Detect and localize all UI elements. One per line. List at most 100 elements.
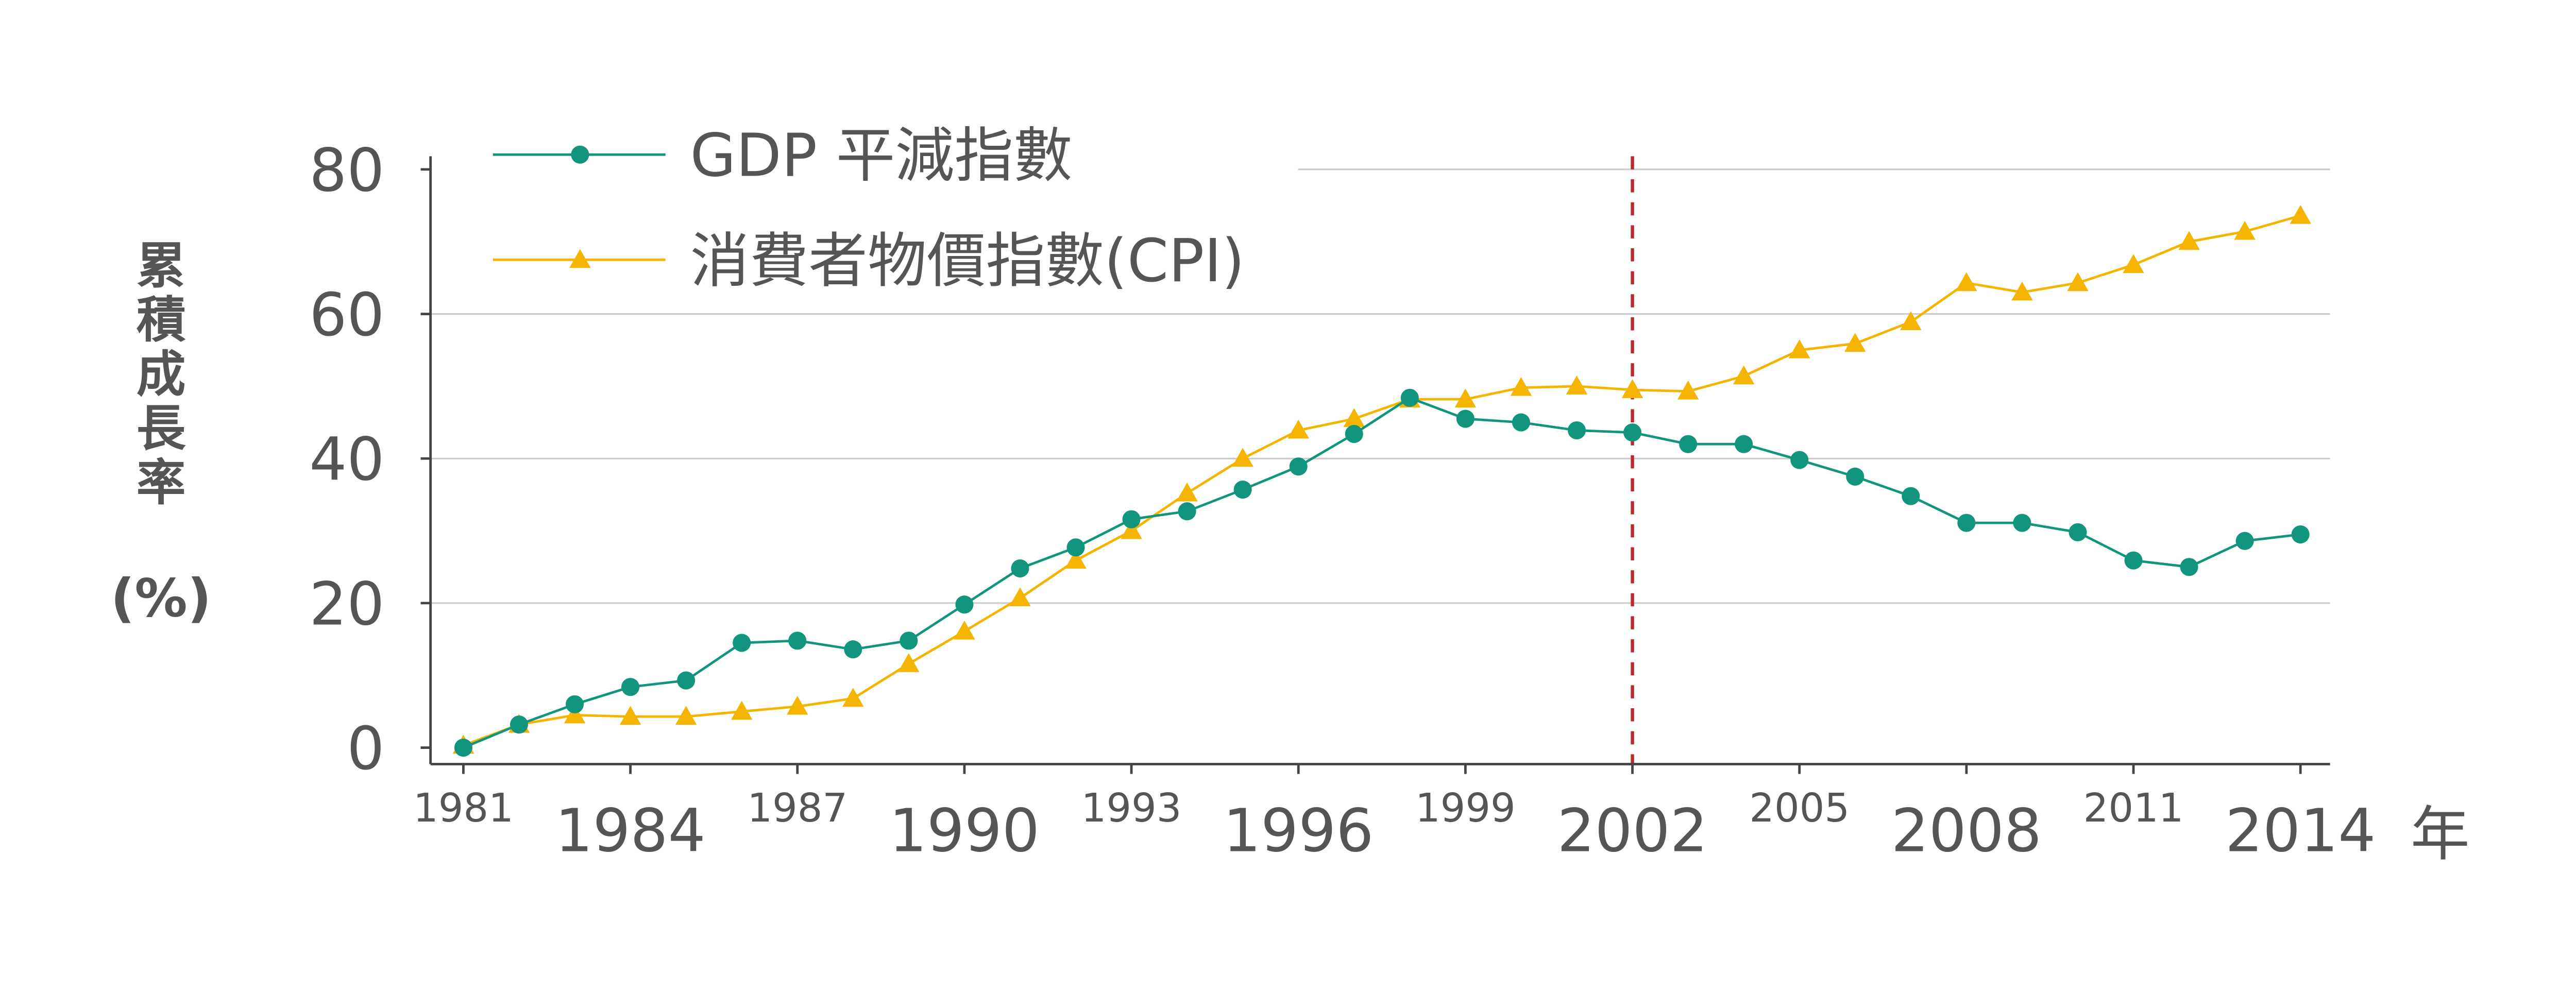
data-point — [2124, 551, 2143, 570]
data-point — [1121, 520, 1142, 539]
data-point — [787, 695, 808, 715]
y-label-char: 累 — [137, 237, 186, 295]
data-point — [2013, 514, 2031, 532]
data-point — [510, 715, 529, 734]
data-point — [1009, 587, 1031, 607]
x-tick-label-minor: 1999 — [1415, 785, 1516, 831]
x-axis-label: 年 — [2411, 800, 2470, 869]
legend-label: 消費者物價指數(CPI) — [690, 227, 1245, 296]
data-point — [1733, 365, 1755, 385]
data-point — [2069, 523, 2087, 541]
y-tick-label: 60 — [309, 281, 384, 350]
data-point — [1122, 510, 1141, 528]
x-tick-label-minor: 1987 — [747, 785, 848, 831]
data-point — [1178, 502, 1196, 521]
series-line — [463, 214, 2301, 747]
data-point — [1456, 409, 1475, 428]
data-point — [2180, 558, 2198, 576]
data-point — [1566, 375, 1588, 395]
data-point — [454, 739, 472, 757]
series-line — [463, 396, 2301, 749]
legend-label: GDP 平減指數 — [690, 122, 1073, 191]
x-tick-label-minor: 1993 — [1081, 785, 1182, 831]
data-point — [1289, 457, 1308, 476]
data-point — [1957, 514, 1976, 532]
series-gdp-deflator — [454, 388, 2310, 757]
x-tick-label-minor: 2011 — [2083, 785, 2184, 831]
y-tick-label: 0 — [347, 714, 384, 783]
data-point — [564, 704, 586, 724]
x-tick-label-minor: 2005 — [1749, 785, 1850, 831]
data-point — [2290, 204, 2311, 224]
data-point — [1176, 482, 1198, 502]
axes: 0 20 40 60 80 1981 1987 1993 1999 2005 2011 1984 199… — [309, 136, 2376, 865]
data-point — [675, 706, 697, 725]
data-point — [1844, 333, 1866, 352]
data-point — [2011, 281, 2033, 301]
x-tick-label-minor: 1981 — [413, 785, 514, 831]
data-point — [2123, 254, 2144, 274]
series-group — [452, 204, 2311, 757]
data-point — [2235, 532, 2254, 550]
legend-item: GDP 平減指數 — [493, 122, 1073, 191]
data-point — [565, 695, 584, 713]
gridlines — [430, 168, 2330, 604]
y-tick-label: 40 — [309, 425, 384, 494]
data-point — [2234, 220, 2256, 240]
data-point — [2067, 272, 2089, 292]
data-point — [1454, 388, 1477, 408]
data-point — [1567, 421, 1586, 440]
data-point — [1345, 424, 1363, 443]
y-label-char: 率 — [137, 454, 186, 511]
data-point — [1066, 538, 1085, 557]
data-point — [621, 678, 640, 696]
x-tick-label-major: 1990 — [889, 797, 1040, 866]
y-tick-label: 80 — [309, 136, 384, 205]
data-point — [1788, 339, 1810, 358]
data-point — [2291, 525, 2310, 544]
x-tick-label-major: 2002 — [1557, 797, 1707, 866]
data-point — [1679, 435, 1698, 453]
data-point — [1287, 419, 1309, 439]
data-point — [1011, 559, 1029, 578]
data-point — [788, 631, 807, 650]
series-cpi — [452, 204, 2311, 754]
data-point — [1621, 379, 1643, 398]
data-point — [1956, 272, 1977, 292]
legend-circle-marker — [571, 145, 589, 164]
data-point — [1065, 550, 1087, 569]
data-point — [1343, 408, 1365, 428]
data-point — [1512, 413, 1530, 432]
x-tick-label-major: 2014 — [2225, 797, 2376, 866]
legend-triangle-marker — [569, 249, 591, 268]
data-point — [2178, 231, 2200, 250]
data-point — [1790, 451, 1809, 469]
y-label-unit: (%) — [111, 568, 212, 629]
y-label-char: 成 — [137, 345, 186, 403]
data-point — [842, 688, 864, 707]
x-tick-label-major: 2008 — [1891, 797, 2042, 866]
x-tick-label-major: 1984 — [555, 797, 705, 866]
data-point — [733, 634, 751, 652]
legend-item: 消費者物價指數(CPI) — [493, 227, 1245, 296]
data-point — [731, 700, 753, 720]
y-label-char: 長 — [137, 400, 186, 457]
data-point — [677, 671, 696, 690]
data-point — [1400, 388, 1419, 407]
data-point — [898, 653, 920, 672]
data-point — [1233, 481, 1252, 499]
data-point — [619, 706, 641, 725]
data-point — [954, 620, 975, 640]
data-point — [1677, 380, 1699, 400]
data-point — [1735, 435, 1753, 453]
data-point — [844, 640, 862, 659]
y-tick-label: 20 — [309, 570, 384, 639]
x-tick-label-major: 1996 — [1223, 797, 1374, 866]
data-point — [1232, 448, 1253, 467]
data-point — [955, 595, 974, 614]
data-point — [1510, 377, 1532, 396]
data-point — [1902, 487, 1920, 505]
